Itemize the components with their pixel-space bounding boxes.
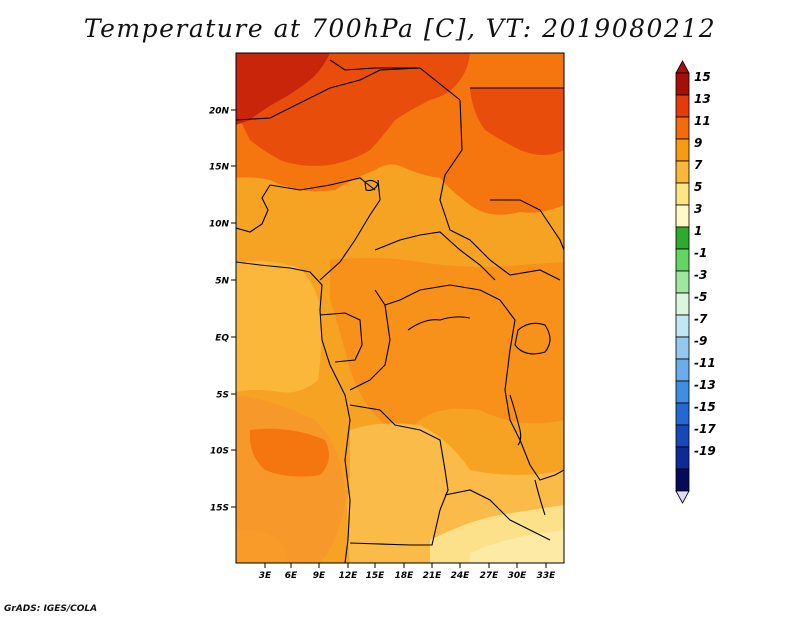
colorbar-label: -17 (694, 422, 716, 436)
border-sudan-ethiopia (490, 199, 564, 251)
colorbar-cell (675, 226, 690, 250)
lon-label: 12E (339, 571, 359, 581)
lake-chad (364, 179, 379, 191)
lon-label: 24E (451, 571, 471, 581)
colorbar-label: -1 (694, 246, 707, 260)
map-title: Temperature at 700hPa [C], VT: 201908021… (83, 14, 717, 43)
lon-label: 18E (395, 571, 415, 581)
colorbar-label: 3 (694, 202, 702, 216)
colorbar-label: 1 (694, 224, 702, 238)
lon-label: 3E (259, 571, 272, 581)
border-nigeria-cameroon (319, 179, 381, 281)
colorbar-cell (675, 314, 690, 338)
colorbar-cell (675, 160, 690, 184)
colorbar-label: 9 (694, 136, 702, 150)
border-drc-east (499, 299, 521, 441)
colorbar-cell (675, 116, 690, 140)
colorbar-cell (675, 358, 690, 382)
lon-label: 9E (313, 571, 326, 581)
river-congo (407, 316, 471, 331)
lat-label: EQ (215, 334, 229, 344)
colorbar-cell (675, 94, 690, 118)
colorbar-cell (675, 336, 690, 360)
colorbar-cell (675, 468, 690, 492)
lat-label: 10S (210, 447, 229, 457)
lat-label: 20N (209, 107, 230, 117)
border-algeria-niger (236, 67, 421, 121)
coastline-westafrica (236, 184, 271, 233)
colorbar-cell (675, 248, 690, 272)
lon-label: 21E (423, 571, 443, 581)
colorbar-cell (675, 424, 690, 448)
colorbar-label: -5 (694, 290, 707, 304)
field-sw-hot (249, 428, 329, 477)
colorbar-label: -19 (694, 444, 716, 458)
lat-axis: 20N 15N 10N 5N EQ 5S 10S 15S (209, 107, 236, 514)
colorbar-cell (675, 380, 690, 404)
colorbar-cell (675, 270, 690, 294)
lake-tanganyika (509, 394, 522, 446)
temperature-field (236, 53, 564, 563)
colorbar-cell (675, 292, 690, 316)
map-frame (235, 52, 565, 564)
border-tanzania (519, 439, 564, 481)
colorbar-cell (675, 204, 690, 228)
border-south-sudan (489, 259, 561, 281)
lon-label: 15E (366, 571, 386, 581)
border-car (374, 231, 496, 281)
field-far-south-light (470, 530, 564, 563)
field-west-cool (236, 260, 322, 393)
colorbar-cell (675, 182, 690, 206)
colorbar-cell (675, 138, 690, 162)
lon-label: 33E (537, 571, 557, 581)
colorbar-cell (675, 402, 690, 426)
lat-label: 10N (209, 220, 230, 230)
lon-label: 6E (285, 571, 298, 581)
colorbar-label: 15 (694, 70, 711, 84)
border-gabon (319, 312, 363, 363)
colorbar-label: -7 (694, 312, 708, 326)
lat-label: 5S (216, 391, 229, 401)
lon-label: 27E (480, 571, 500, 581)
country-borders (236, 59, 564, 563)
border-chad-sudan (439, 99, 491, 261)
field-sw-strip (236, 529, 287, 563)
colorbar-label: -13 (694, 378, 716, 392)
coastline-gulf (236, 261, 351, 563)
lat-label: 15N (209, 163, 230, 173)
border-angola-zambia (349, 469, 449, 546)
border-zambia-south (444, 489, 551, 541)
grads-credit: GrADS: IGES/COLA (4, 604, 98, 614)
colorbar-label: -11 (694, 356, 716, 370)
colorbar-label: -3 (694, 268, 707, 282)
colorbar-cell (675, 446, 690, 470)
lat-label: 15S (210, 504, 229, 514)
colorbar-label: -9 (694, 334, 707, 348)
colorbar-label: 5 (694, 180, 702, 194)
lon-axis: 3E 6E 9E 12E 15E 18E 21E 24E 27E 30E 33E (259, 563, 556, 581)
colorbar: 15 13 11 9 7 5 3 1 -1 -3 -5 -7 -9 -11 -13 -15 -17 -19 (675, 60, 716, 504)
colorbar-label: 7 (694, 158, 703, 172)
field-hot-east (470, 88, 564, 155)
colorbar-top-arrow (675, 60, 690, 74)
lat-label: 5N (215, 277, 229, 287)
colorbar-label: 13 (694, 92, 711, 106)
field-max-core (236, 53, 330, 125)
border-congo-drc (349, 304, 391, 391)
colorbar-cell (675, 72, 690, 96)
lake-victoria (514, 322, 551, 355)
border-libya-niger (329, 59, 461, 101)
lake-malawi (534, 479, 546, 516)
border-angola-drc (349, 404, 446, 471)
colorbar-label: 11 (694, 114, 711, 128)
colorbar-bottom-arrow (675, 490, 690, 504)
lon-label: 30E (508, 571, 528, 581)
colorbar-label: -15 (694, 400, 716, 414)
